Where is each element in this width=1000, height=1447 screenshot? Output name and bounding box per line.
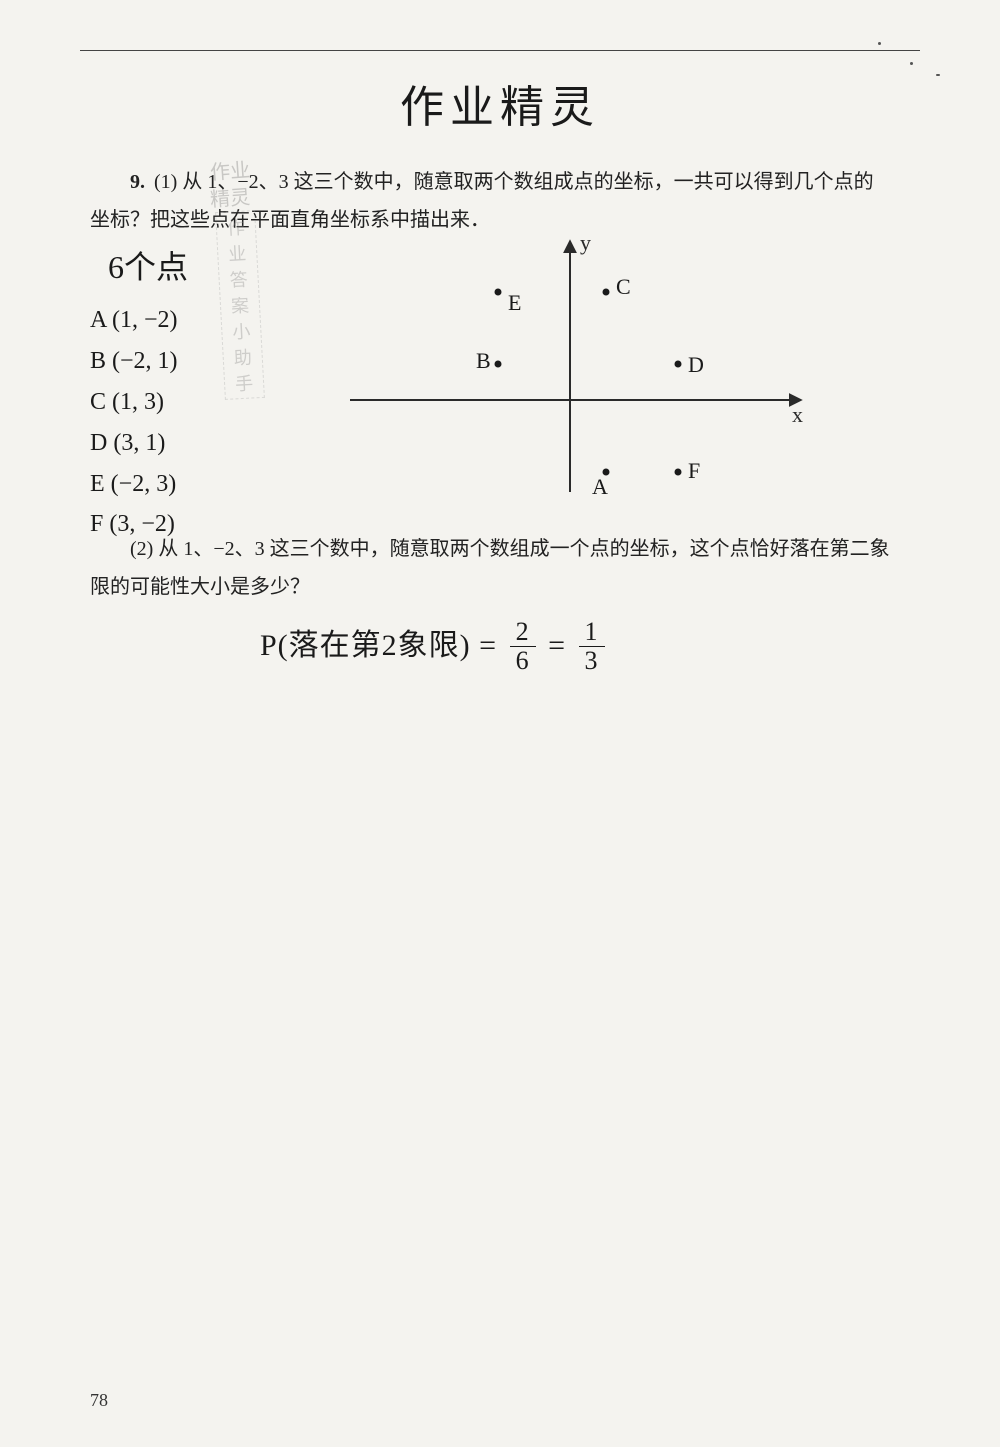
svg-text:C: C bbox=[616, 274, 631, 299]
part-label: (1) bbox=[154, 171, 177, 193]
svg-text:x: x bbox=[792, 402, 803, 427]
svg-text:y: y bbox=[580, 230, 591, 255]
problem-number: 9. bbox=[130, 171, 145, 193]
speck-icon bbox=[878, 42, 881, 45]
svg-text:E: E bbox=[508, 290, 521, 315]
page-title: 作业精灵 bbox=[80, 71, 920, 135]
svg-text:B: B bbox=[476, 348, 491, 373]
answer-count: 6个点 bbox=[108, 240, 188, 294]
prob-prefix: P(落在第2象限) = bbox=[260, 629, 497, 662]
svg-text:F: F bbox=[688, 458, 700, 483]
problem-line: (2) 从 1、−2、3 这三个数中，随意取两个数组成一个点的坐标，这个点恰好落… bbox=[90, 530, 910, 568]
fraction: 2 6 bbox=[510, 618, 536, 674]
page: 作业精灵 作业 精灵 作业答案小助手 9. (1) 从 1、−2、3 这三个数中… bbox=[0, 0, 1000, 1447]
problem-9-part1: 9. (1) 从 1、−2、3 这三个数中，随意取两个数组成点的坐标，一共可以得… bbox=[90, 163, 910, 239]
top-rule bbox=[80, 50, 920, 51]
fraction: 1 3 bbox=[579, 618, 605, 674]
problem-text: 从 1、−2、3 这三个数中，随意取两个数组成点的坐标，一共可以得到几个点的 bbox=[182, 171, 873, 193]
svg-text:D: D bbox=[688, 352, 704, 377]
coordinate-graph: x y A B C D E F bbox=[330, 230, 810, 500]
page-number: 78 bbox=[90, 1390, 108, 1411]
point-row: D (3, 1) bbox=[90, 423, 188, 464]
problem-line: 9. (1) 从 1、−2、3 这三个数中，随意取两个数组成点的坐标，一共可以得… bbox=[90, 163, 910, 201]
problem-line: 限的可能性大小是多少？ bbox=[90, 568, 910, 606]
part-label: (2) bbox=[130, 538, 153, 560]
probability-answer: P(落在第2象限) = 2 6 = 1 3 bbox=[260, 620, 609, 676]
equals: = bbox=[548, 629, 566, 662]
point-row: E (−2, 3) bbox=[90, 464, 188, 505]
problem-9-part2: (2) 从 1、−2、3 这三个数中，随意取两个数组成一个点的坐标，这个点恰好落… bbox=[90, 530, 910, 606]
speck-icon bbox=[936, 74, 940, 76]
svg-text:A: A bbox=[592, 474, 608, 499]
point-row: C (1, 3) bbox=[90, 382, 188, 423]
answer-points-list: 6个点 A (1, −2) B (−2, 1) C (1, 3) D (3, 1… bbox=[90, 240, 188, 545]
graph-svg: x y A B C D E F bbox=[330, 230, 810, 500]
problem-text: 从 1、−2、3 这三个数中，随意取两个数组成一个点的坐标，这个点恰好落在第二象 bbox=[158, 538, 889, 560]
point-row: A (1, −2) bbox=[90, 300, 188, 341]
speck-icon bbox=[910, 62, 913, 65]
point-row: B (−2, 1) bbox=[90, 341, 188, 382]
